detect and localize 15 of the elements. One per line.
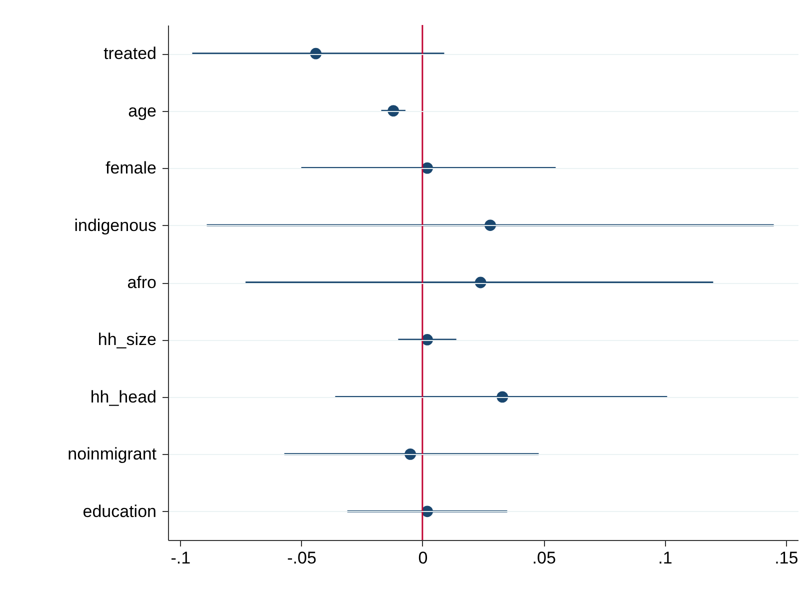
x-tick-label: 0 — [418, 548, 428, 568]
x-tick-label: -.05 — [287, 548, 316, 568]
y-tick-label: age — [128, 101, 156, 120]
y-tick-label: hh_size — [98, 330, 156, 350]
x-tick-label: .15 — [774, 548, 798, 568]
y-tick-label: female — [105, 158, 156, 178]
y-tick-label: treated — [104, 44, 156, 64]
y-tick-label: afro — [127, 273, 156, 292]
x-tick-label: .1 — [658, 548, 672, 568]
y-tick-label: indigenous — [74, 216, 156, 235]
x-tick-label: -.1 — [170, 548, 191, 568]
y-tick-label: noinmigrant — [68, 444, 157, 464]
y-tick-label: education — [82, 502, 156, 521]
y-tick-label: hh_head — [90, 387, 156, 406]
x-tick-label: .05 — [532, 548, 556, 568]
